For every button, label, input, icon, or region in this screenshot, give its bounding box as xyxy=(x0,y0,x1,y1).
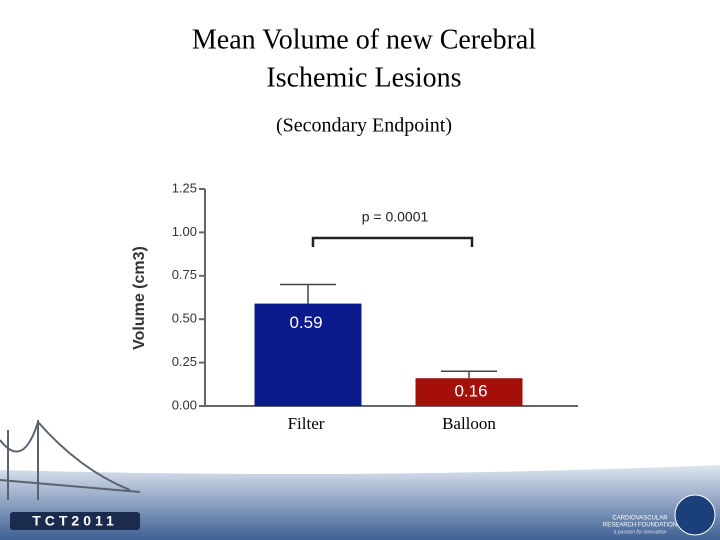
seal xyxy=(674,494,716,536)
x-tick-label: Balloon xyxy=(442,414,496,433)
y-tick-label: 0.75 xyxy=(172,267,197,282)
y-tick-label: 0.50 xyxy=(172,311,197,326)
footer-band xyxy=(0,465,720,540)
x-tick-label: Filter xyxy=(288,414,325,433)
bridge xyxy=(0,419,141,500)
y-tick-label: 1.00 xyxy=(172,224,197,239)
logo-box xyxy=(10,512,140,530)
y-axis-label: Volume (cm3) xyxy=(131,246,148,350)
org: CARDIOVASCULAR xyxy=(612,516,668,522)
annotation: p = 0.0001 xyxy=(362,209,429,225)
value-label: 0.16 xyxy=(454,382,487,401)
tagline: a passion for innovation xyxy=(614,529,667,535)
value-label: 0.59 xyxy=(289,313,322,332)
chart-title: Ischemic Lesions xyxy=(266,62,461,93)
bar xyxy=(415,378,523,406)
chart-title: Mean Volume of new Cerebral xyxy=(192,24,536,55)
y-tick-label: 0.25 xyxy=(172,354,197,369)
y-tick-label: 0.00 xyxy=(172,397,197,412)
y-tick-label: 1.25 xyxy=(172,180,197,195)
subtitle: (Secondary Endpoint) xyxy=(276,115,452,137)
logo: TCT2011 xyxy=(32,513,118,529)
bracket xyxy=(311,236,474,247)
org: RESEARCH FOUNDATION xyxy=(603,523,677,529)
bar xyxy=(254,303,362,406)
